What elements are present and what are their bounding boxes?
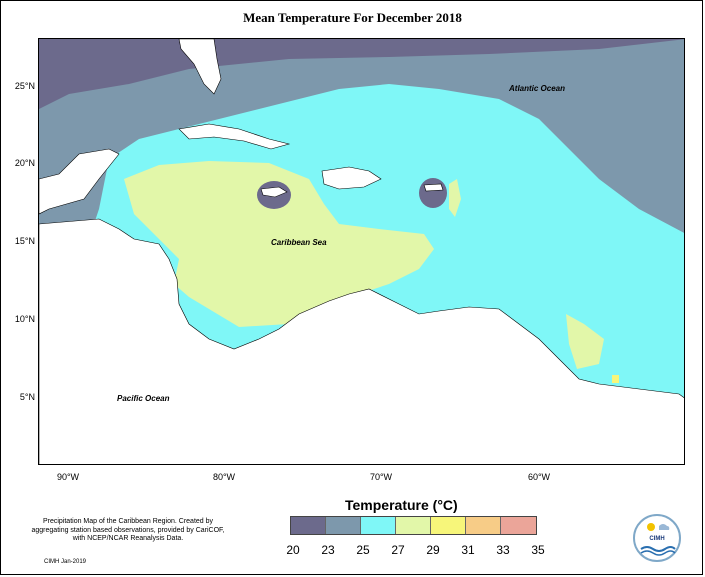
wave-icon: [640, 546, 676, 552]
land-central-south-america: [39, 218, 684, 464]
lat-label-5n: 5°N: [19, 392, 35, 402]
legend-title: Temperature (°C): [345, 497, 458, 513]
lat-label-10n: 10°N: [14, 314, 35, 324]
land-jamaica: [260, 186, 288, 198]
land-hispaniola: [321, 166, 382, 190]
legend-tick-label: 35: [531, 543, 545, 557]
legend-tick-label: 27: [391, 543, 405, 557]
lon-label-80w: 80°W: [212, 472, 236, 482]
legend-tick-label: 29: [426, 543, 440, 557]
legend-swatch: [361, 517, 396, 534]
cloud-icon: [659, 524, 670, 530]
legend-swatch: [396, 517, 431, 534]
zone-27-29-caribbean: [124, 161, 434, 327]
label-pacific-ocean: Pacific Ocean: [117, 394, 170, 403]
lat-label-20n: 20°N: [14, 158, 35, 168]
lon-label-90w: 90°W: [56, 472, 80, 482]
land-florida: [178, 39, 222, 95]
legend-tick-label: 20: [286, 543, 300, 557]
lat-label-25n: 25°N: [14, 81, 35, 91]
zone-27-29-island: [449, 179, 461, 217]
legend-swatch: [431, 517, 466, 534]
legend-swatch: [466, 517, 501, 534]
footer-description: Precipitation Map of the Caribbean Regio…: [31, 518, 225, 542]
footer-date: CIMH Jan-2019: [44, 559, 87, 565]
legend-tick-label: 31: [461, 543, 475, 557]
land-cuba: [178, 123, 291, 150]
map-svg: Atlantic Ocean Caribbean Sea Pacific Oce…: [39, 39, 684, 464]
map-title: Mean Temperature For December 2018: [243, 10, 462, 25]
lat-label-15n: 15°N: [14, 236, 35, 246]
logo-graphic: [640, 523, 676, 556]
legend-swatch: [326, 517, 361, 534]
legend-swatch: [501, 517, 536, 534]
legend-tick-label: 25: [356, 543, 370, 557]
label-caribbean-sea: Caribbean Sea: [271, 238, 327, 247]
legend-colorbar: [290, 516, 537, 535]
legend-swatch: [291, 517, 326, 534]
land-yucatan: [39, 148, 120, 215]
lon-label-60w: 60°W: [527, 472, 551, 482]
land-puerto-rico: [423, 183, 444, 192]
sun-icon: [647, 523, 655, 531]
zone-29-31-spot: [612, 375, 619, 383]
legend-tick-label: 23: [321, 543, 335, 557]
legend-tick-label: 33: [496, 543, 510, 557]
zone-27-29-guiana: [566, 314, 604, 369]
cimh-logo-icon: CIMH: [633, 514, 681, 562]
wave-icon-2: [640, 550, 676, 556]
temperature-map: Atlantic Ocean Caribbean Sea Pacific Oce…: [38, 38, 685, 465]
lon-label-70w: 70°W: [369, 472, 393, 482]
dark-spot-puerto-rico: [419, 178, 447, 208]
label-atlantic-ocean: Atlantic Ocean: [508, 84, 565, 93]
logo-text: CIMH: [649, 536, 665, 542]
